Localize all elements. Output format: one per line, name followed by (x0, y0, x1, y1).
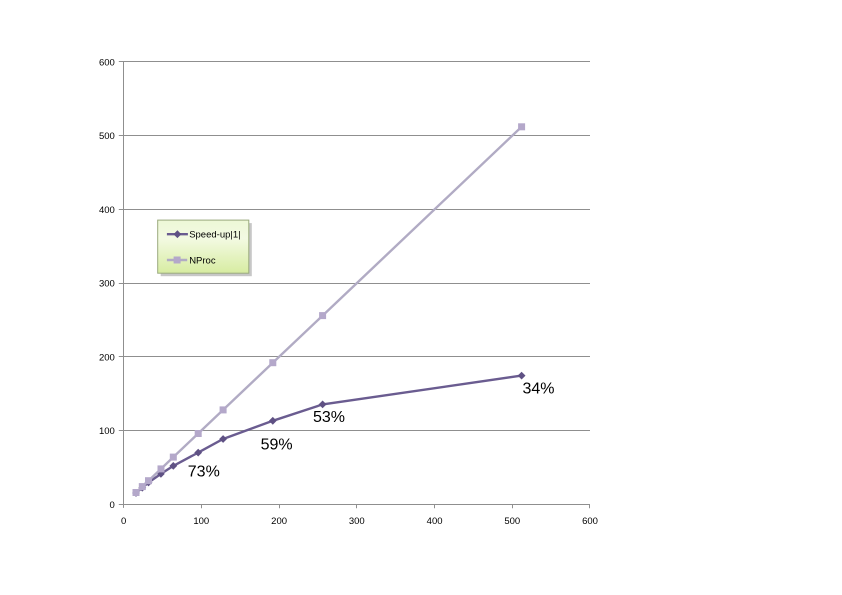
svg-text:0: 0 (121, 516, 126, 527)
svg-text:200: 200 (99, 353, 115, 364)
svg-text:0: 0 (110, 500, 115, 511)
svg-text:34%: 34% (522, 381, 554, 398)
svg-text:100: 100 (193, 516, 209, 527)
svg-text:59%: 59% (261, 436, 293, 453)
svg-text:400: 400 (427, 516, 443, 527)
svg-text:NProc: NProc (189, 255, 216, 266)
svg-text:200: 200 (271, 516, 287, 527)
svg-text:500: 500 (504, 516, 520, 527)
svg-text:500: 500 (99, 131, 115, 142)
svg-text:600: 600 (99, 58, 115, 69)
svg-text:100: 100 (99, 426, 115, 437)
svg-text:53%: 53% (313, 409, 345, 426)
svg-text:73%: 73% (188, 464, 220, 481)
svg-text:400: 400 (99, 205, 115, 216)
svg-text:Speed-up|1|: Speed-up|1| (189, 230, 240, 241)
svg-text:600: 600 (582, 516, 598, 527)
svg-text:300: 300 (99, 279, 115, 290)
svg-text:300: 300 (349, 516, 365, 527)
